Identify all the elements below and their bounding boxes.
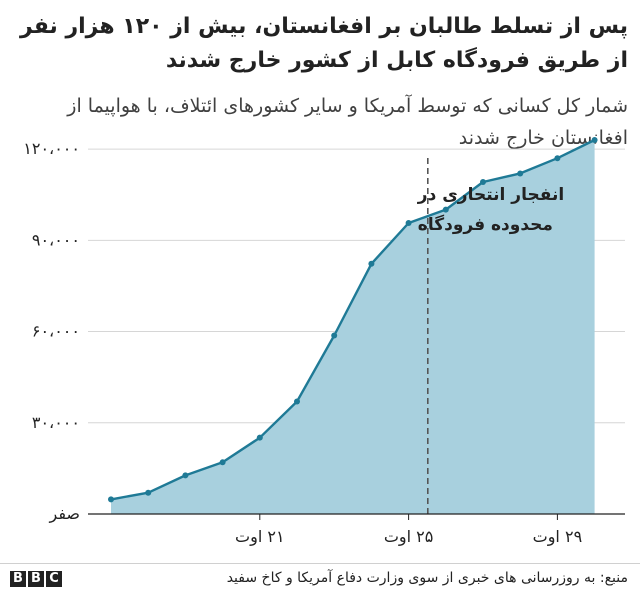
data-point <box>517 170 524 177</box>
logo-letter: C <box>46 571 62 587</box>
area-fill <box>111 140 595 514</box>
data-point <box>219 459 226 466</box>
data-point <box>108 496 114 503</box>
area-chart: انفجار انتحاری در محدوده فرودگاه صفر ۳۰،۰۰… <box>23 137 625 547</box>
data-point <box>405 220 412 227</box>
data-point <box>182 472 189 479</box>
y-tick-label: صفر <box>48 504 80 524</box>
y-tick-label: ۱۲۰،۰۰۰ <box>23 139 80 158</box>
data-point <box>256 434 263 441</box>
axis-layer: صفر ۳۰،۰۰۰ ۶۰،۰۰۰ ۹۰،۰۰۰ ۱۲۰،۰۰۰ ۲۱ اوت ۲۵ اوت… <box>23 139 625 547</box>
logo-letter: B <box>10 571 26 587</box>
source-note: منبع: به روزرسانی های خبری از سوی وزارت … <box>226 570 628 586</box>
data-point <box>331 332 338 339</box>
data-point <box>480 178 486 185</box>
y-tick-label: ۳۰،۰۰۰ <box>32 413 80 432</box>
bbc-logo: B B C <box>10 571 62 587</box>
data-point <box>442 206 449 213</box>
data-point <box>591 137 598 143</box>
x-tick-label: ۲۹ اوت <box>533 527 583 547</box>
data-point <box>554 155 561 162</box>
y-tick-label: ۶۰،۰۰۰ <box>32 322 80 341</box>
annotation-text: انفجار انتحاری در <box>417 185 564 205</box>
y-tick-label: ۹۰،۰۰۰ <box>32 230 80 249</box>
data-point <box>294 398 300 405</box>
series-line <box>110 138 596 501</box>
x-tick-label: ۲۱ اوت <box>235 527 285 547</box>
x-tick-label: ۲۵ اوت <box>384 527 434 547</box>
footer-divider <box>0 563 640 564</box>
area-layer <box>110 138 596 514</box>
data-point <box>145 489 152 496</box>
data-point <box>368 260 375 267</box>
annotation-text: محدوده فرودگاه <box>418 214 553 235</box>
annotation-layer: انفجار انتحاری در محدوده فرودگاه <box>417 158 564 514</box>
points-layer <box>108 137 598 503</box>
logo-letter: B <box>28 571 44 587</box>
chart-title: پس از تسلط طالبان بر افغانستان، بیش از ۱… <box>20 14 628 73</box>
